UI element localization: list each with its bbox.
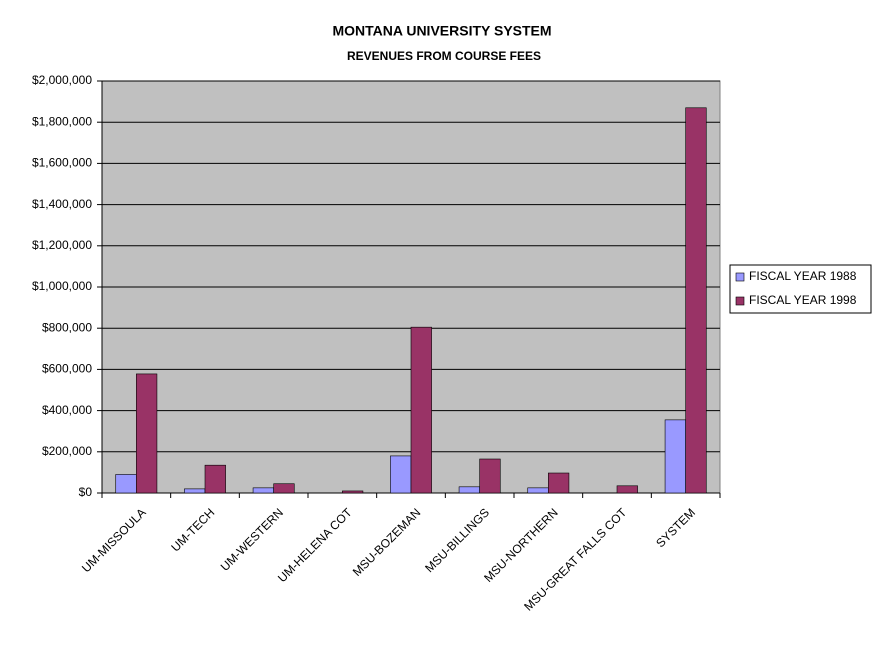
bar (136, 373, 158, 494)
legend-box (729, 264, 872, 314)
y-tick-label: $800,000 (42, 320, 92, 334)
legend-label: FISCAL YEAR 1998 (749, 293, 857, 307)
x-tick-label: UM-HELENA COT (275, 505, 355, 585)
x-tick-label: MSU-BOZEMAN (350, 505, 424, 579)
y-tick-label: $200,000 (42, 444, 92, 458)
y-tick-label: $0 (79, 485, 93, 499)
bar (410, 326, 432, 494)
legend-label: FISCAL YEAR 1988 (749, 269, 857, 283)
y-tick-label: $1,400,000 (32, 197, 92, 211)
legend-swatch (735, 272, 745, 282)
bar (527, 487, 549, 494)
x-tick-label: UM-WESTERN (218, 505, 286, 573)
y-tick-label: $1,600,000 (32, 156, 92, 170)
bar (479, 458, 501, 494)
x-tick-label: MSU-NORTHERN (481, 505, 561, 585)
x-tick-label: MSU-BILLINGS (422, 505, 492, 575)
bar (342, 490, 364, 494)
bar (115, 474, 137, 494)
bar (458, 486, 480, 494)
bar (252, 487, 274, 494)
bar (204, 464, 226, 494)
legend-swatch (735, 296, 745, 306)
bar (184, 488, 206, 494)
chart-subtitle: REVENUES FROM COURSE FEES (347, 49, 541, 63)
bar (548, 472, 570, 494)
bar (273, 483, 295, 494)
bar (616, 485, 638, 494)
x-tick-label: UM-MISSOULA (79, 505, 149, 575)
bar (664, 419, 686, 494)
y-tick-label: $2,000,000 (32, 73, 92, 87)
chart-title: MONTANA UNIVERSITY SYSTEM (332, 23, 551, 39)
y-tick-label: $1,000,000 (32, 279, 92, 293)
y-tick-label: $1,200,000 (32, 238, 92, 252)
x-tick-label: UM-TECH (168, 505, 217, 554)
bar (390, 455, 412, 494)
bar (685, 107, 707, 494)
y-tick-label: $600,000 (42, 362, 92, 376)
x-tick-label: SYSTEM (653, 505, 698, 550)
y-tick-label: $400,000 (42, 403, 92, 417)
y-tick-label: $1,800,000 (32, 114, 92, 128)
